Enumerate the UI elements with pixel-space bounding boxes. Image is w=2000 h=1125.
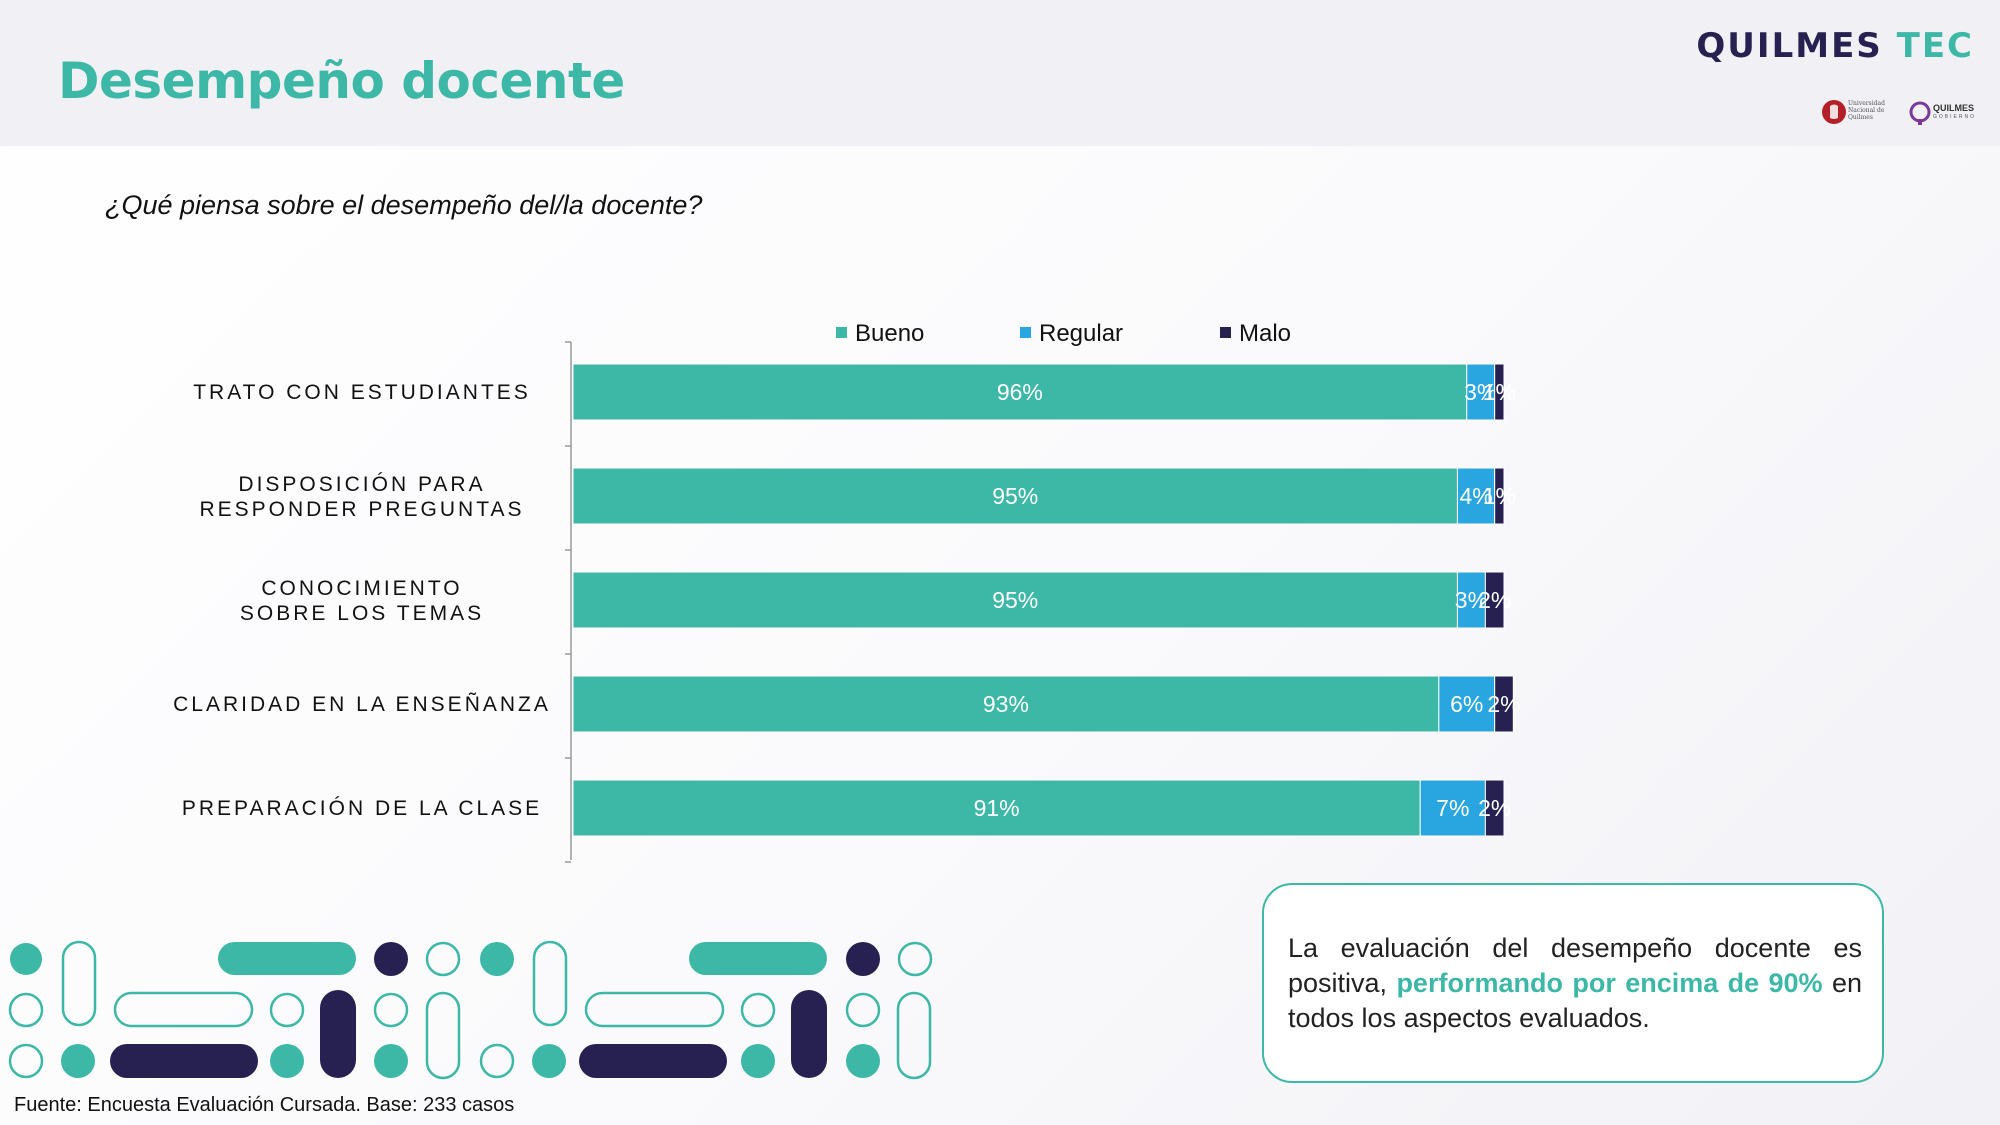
unq-logo-text: Universidad Nacional de Quilmes (1848, 100, 1885, 121)
summary-note-box: La evaluación del desempeño docente es p… (1262, 883, 1884, 1083)
bar-value-label: 1% (1483, 483, 1516, 509)
category-label: CLARIDAD EN LA ENSEÑANZA (173, 692, 551, 716)
bar-value-label: 96% (997, 379, 1043, 405)
category-label: DISPOSICIÓN PARA (238, 473, 485, 496)
survey-question: ¿Qué piensa sobre el desempeño del/la do… (105, 190, 703, 220)
legend-swatch (1220, 327, 1231, 338)
category-label: RESPONDER PREGUNTAS (200, 498, 525, 521)
category-label: SOBRE LOS TEMAS (240, 602, 484, 625)
unq-logo-icon (1822, 100, 1846, 124)
quilmes-tec-logo: QUILMES TEC (1696, 26, 1974, 66)
bar-value-label: 2% (1487, 691, 1520, 717)
bar-value-label: 95% (992, 483, 1038, 509)
bar-segment-malo (1494, 675, 1514, 733)
category-label: TRATO CON ESTUDIANTES (193, 381, 531, 404)
brand-word-tec: TEC (1896, 26, 1974, 66)
bar-segment-bueno (572, 779, 1421, 837)
page-title: Desempeño docente (58, 52, 625, 110)
quilmes-gobierno-text: QUILMES (1933, 103, 1975, 113)
note-text-after: en todos los aspectos evaluados. (1288, 968, 1862, 1033)
bar-segment-regular (1456, 467, 1496, 525)
bar-value-label: 2% (1478, 587, 1511, 613)
legend-label: Malo (1239, 320, 1291, 347)
note-highlight: performando por encima de 90% (1396, 968, 1823, 998)
bar-value-label: 2% (1478, 795, 1511, 821)
legend-swatch (836, 327, 847, 338)
bar-value-label: 3% (1455, 587, 1488, 613)
bar-segment-bueno (572, 571, 1458, 629)
bar-segment-malo (1484, 779, 1505, 837)
bar-segment-malo (1484, 571, 1505, 629)
legend-swatch (1020, 327, 1031, 338)
bar-value-label: 7% (1436, 795, 1469, 821)
bar-value-label: 95% (992, 587, 1038, 613)
source-note: Fuente: Encuesta Evaluación Cursada. Bas… (14, 1094, 515, 1116)
bar-value-label: 3% (1464, 379, 1497, 405)
category-label: CONOCIMIENTO (261, 577, 462, 600)
summary-note-text: La evaluación del desempeño docente es p… (1288, 931, 1862, 1036)
bar-segment-bueno (572, 675, 1440, 733)
bar-value-label: 1% (1483, 379, 1516, 405)
bar-segment-malo (1494, 467, 1505, 525)
bar-segment-bueno (572, 363, 1468, 421)
legend-label: Bueno (855, 320, 924, 347)
bar-segment-malo (1494, 363, 1505, 421)
bar-value-label: 6% (1450, 691, 1483, 717)
quilmes-gobierno-subtext: GOBIERNO (1933, 114, 1976, 120)
quilmes-gobierno-logo-icon (1909, 101, 1931, 125)
legend-label: Regular (1039, 320, 1123, 347)
bar-value-label: 93% (983, 691, 1029, 717)
category-label: PREPARACIÓN DE LA CLASE (182, 797, 542, 820)
bar-value-label: 4% (1459, 483, 1492, 509)
bar-segment-regular (1419, 779, 1486, 837)
bar-segment-bueno (572, 467, 1458, 525)
decorative-shapes (8, 940, 933, 1080)
brand-word-quilmes: QUILMES (1696, 26, 1883, 66)
bar-value-label: 91% (974, 795, 1020, 821)
header-band (0, 0, 2000, 146)
note-text-before: La evaluación del desempeño docente es p… (1288, 933, 1862, 998)
stacked-bar-chart: Bueno Regular Malo TRATO CON ESTUDIANTES 96%… (173, 320, 1521, 863)
